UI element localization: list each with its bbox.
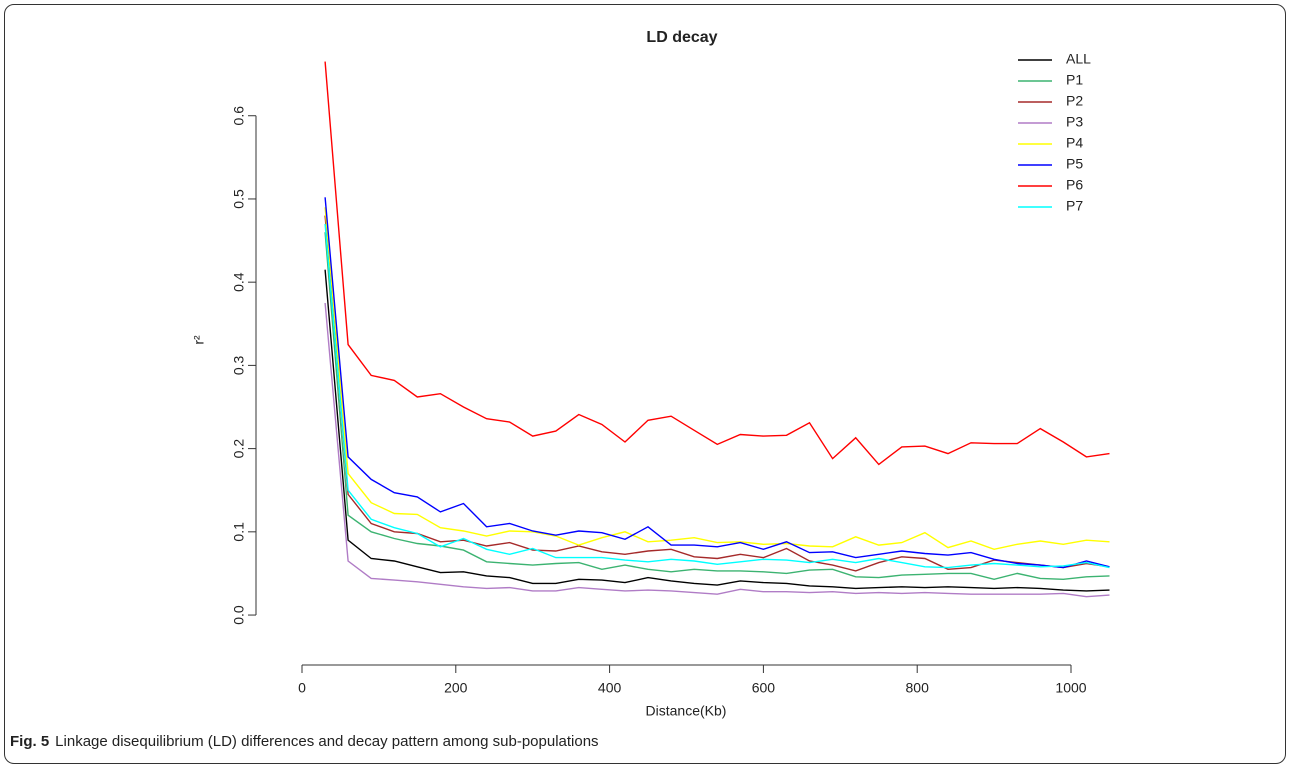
- y-tick-label: 0.5: [231, 189, 247, 209]
- series-line: [324, 215, 1110, 572]
- legend-label: P3: [1066, 114, 1083, 130]
- series-line: [324, 207, 1110, 551]
- y-tick-label: 0.4: [231, 272, 247, 292]
- legend-label: ALL: [1066, 51, 1091, 67]
- x-tick-label: 1000: [1055, 680, 1086, 696]
- series-line: [324, 232, 1110, 581]
- series-line: [324, 269, 1110, 592]
- y-tick-label: 0.2: [231, 439, 247, 459]
- legend-label: P5: [1066, 156, 1083, 172]
- series-line: [324, 197, 1110, 569]
- x-tick-label: 0: [298, 680, 306, 696]
- series-line: [324, 61, 1110, 466]
- x-tick-label: 600: [752, 680, 776, 696]
- y-tick-label: 0.6: [231, 106, 247, 126]
- chart-title: LD decay: [646, 29, 717, 46]
- x-tick-label: 400: [598, 680, 622, 696]
- legend-label: P2: [1066, 93, 1083, 109]
- x-tick-label: 200: [444, 680, 468, 696]
- caption-text: Linkage disequilibrium (LD) differences …: [55, 733, 599, 750]
- x-tick-label: 800: [906, 680, 930, 696]
- legend-label: P1: [1066, 72, 1083, 88]
- chart: LD decay Distance(Kb) r² 0 200 400 600 800 10…: [191, 29, 1110, 719]
- legend-label: P6: [1066, 177, 1083, 193]
- series-line: [324, 223, 1110, 569]
- x-axis-label: Distance(Kb): [646, 703, 727, 719]
- y-tick-label: 0.1: [231, 522, 247, 542]
- caption: Fig. 5 Linkage disequilibrium (LD) differ…: [10, 733, 599, 750]
- series-line: [324, 302, 1110, 598]
- legend-label: P4: [1066, 135, 1083, 151]
- y-tick-label: 0.0: [231, 605, 247, 625]
- caption-label: Fig. 5: [10, 733, 50, 750]
- legend-label: P7: [1066, 198, 1083, 214]
- y-tick-label: 0.3: [231, 355, 247, 375]
- y-axis-label: r²: [191, 335, 207, 345]
- figure-frame: [4, 4, 1286, 764]
